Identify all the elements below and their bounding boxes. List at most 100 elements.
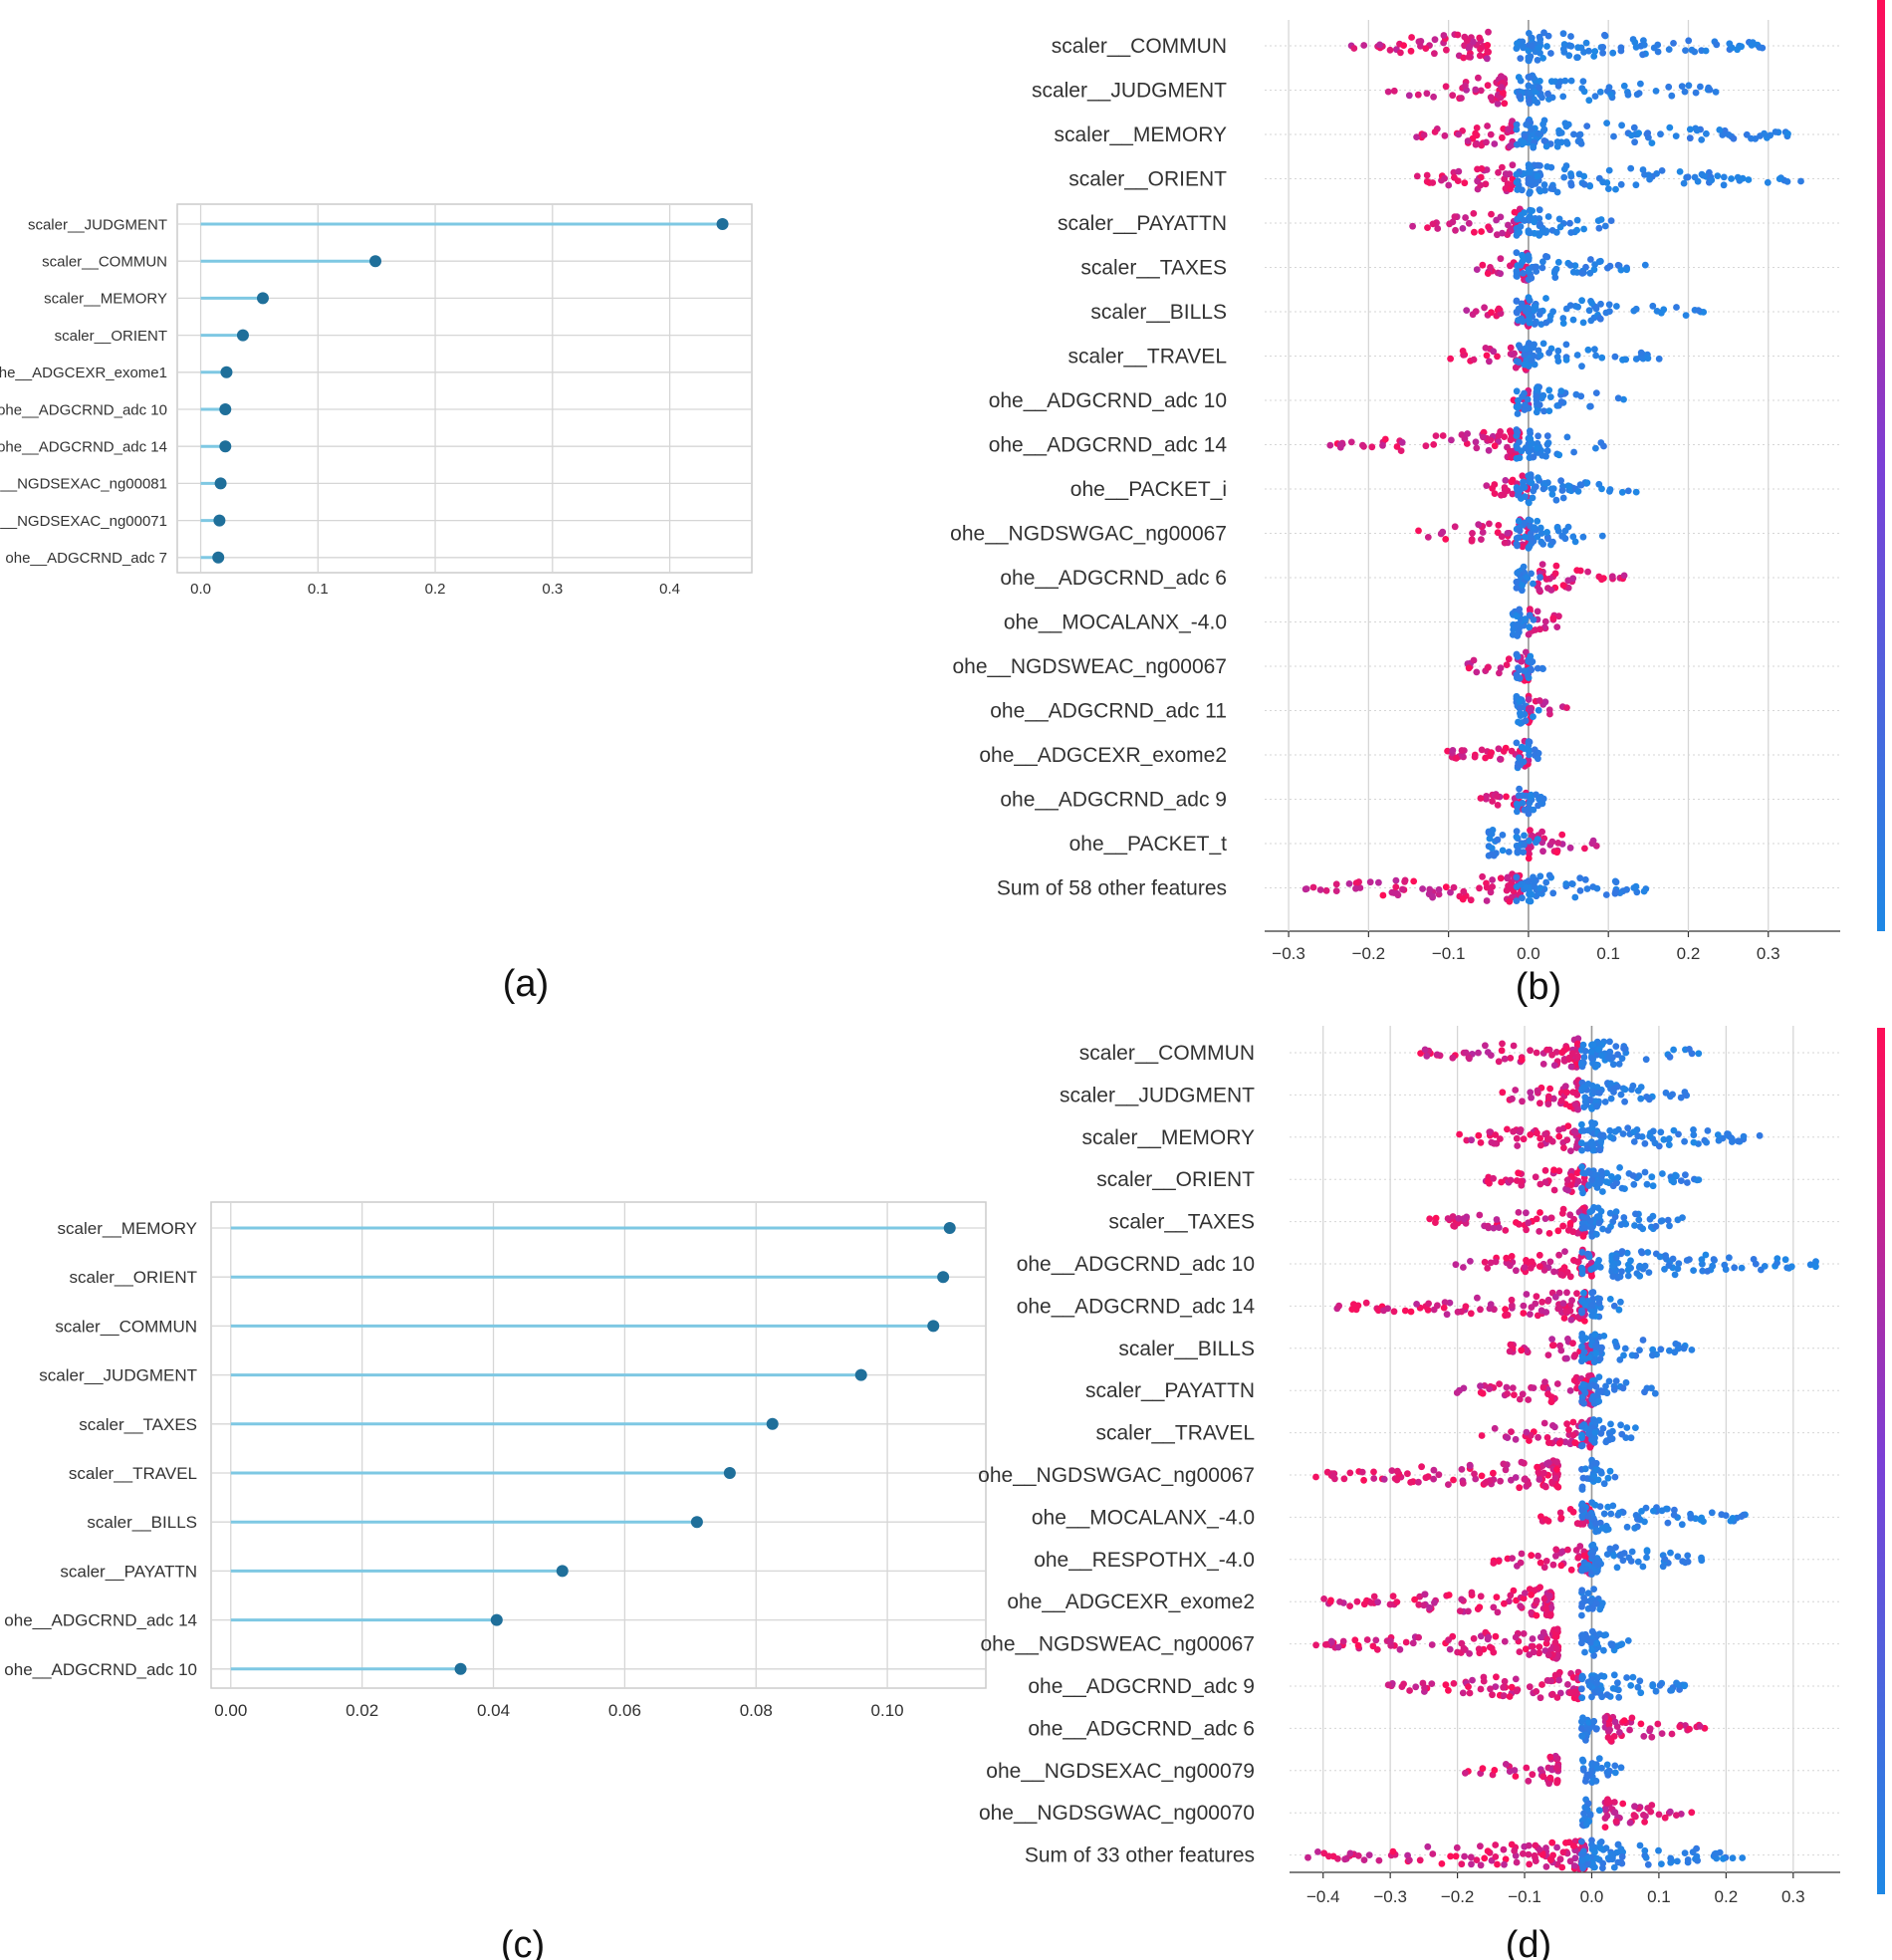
shap-point bbox=[1448, 436, 1455, 444]
shap-point bbox=[1548, 1342, 1556, 1349]
shap-point bbox=[1559, 45, 1567, 53]
shap-point bbox=[1597, 300, 1604, 308]
shap-point bbox=[1545, 1459, 1552, 1466]
shap-point bbox=[1508, 1476, 1515, 1484]
feature-label: ohe__ADGCRND_adc 6 bbox=[1000, 567, 1227, 590]
shap-point bbox=[1494, 793, 1501, 800]
shap-point bbox=[1668, 1730, 1676, 1738]
shap-point bbox=[1534, 1087, 1541, 1095]
shap-point bbox=[1510, 1587, 1518, 1594]
shap-point bbox=[1520, 270, 1527, 277]
shap-point bbox=[1618, 488, 1626, 496]
shap-point bbox=[1578, 1838, 1585, 1845]
shap-point bbox=[1548, 94, 1556, 102]
shap-point bbox=[1621, 1098, 1628, 1105]
shap-point bbox=[1628, 1714, 1636, 1722]
shap-point bbox=[1559, 1848, 1567, 1856]
shap-point bbox=[1479, 261, 1487, 269]
shap-point bbox=[1740, 1132, 1748, 1140]
shap-point bbox=[1529, 439, 1536, 447]
shap-point bbox=[1610, 1552, 1618, 1560]
shap-point bbox=[1588, 840, 1596, 848]
shap-point bbox=[1690, 1138, 1698, 1146]
shap-point bbox=[1584, 568, 1591, 576]
shap-point bbox=[1610, 1671, 1618, 1679]
shap-point bbox=[1542, 142, 1550, 150]
shap-point bbox=[1445, 1481, 1452, 1488]
shap-point bbox=[1473, 123, 1481, 131]
shap-point bbox=[1477, 1842, 1484, 1850]
shap-point bbox=[1526, 98, 1533, 105]
shap-point bbox=[1584, 1800, 1592, 1808]
shap-point bbox=[1611, 1762, 1619, 1770]
shap-point bbox=[1435, 890, 1443, 898]
shap-point bbox=[1598, 354, 1606, 362]
colorbar bbox=[1877, 0, 1885, 931]
shap-point bbox=[1620, 572, 1628, 580]
shap-point bbox=[1514, 762, 1522, 770]
shap-point bbox=[1579, 1041, 1587, 1049]
shap-point bbox=[1603, 1551, 1611, 1558]
shap-point bbox=[1553, 402, 1561, 409]
shap-point bbox=[1604, 1227, 1612, 1234]
shap-point bbox=[1660, 1135, 1668, 1143]
shap-point bbox=[1579, 1299, 1587, 1306]
shap-point bbox=[1580, 49, 1587, 56]
shap-point bbox=[1612, 1544, 1619, 1551]
shap-point bbox=[1516, 1395, 1524, 1403]
shap-point bbox=[1611, 1473, 1619, 1481]
shap-point bbox=[1634, 1132, 1642, 1140]
shap-point bbox=[1544, 1351, 1552, 1358]
shap-point bbox=[1360, 42, 1368, 49]
shap-point bbox=[1594, 1213, 1602, 1221]
shap-point bbox=[1429, 1850, 1437, 1857]
shap-point bbox=[1592, 1418, 1599, 1426]
shap-point bbox=[1596, 315, 1604, 323]
shap-point bbox=[1704, 1127, 1712, 1134]
shap-point bbox=[1389, 1847, 1397, 1855]
x-tick-label: 0.3 bbox=[1757, 944, 1780, 963]
shap-point bbox=[1678, 83, 1686, 90]
shap-point bbox=[1471, 753, 1479, 761]
shap-point bbox=[1443, 46, 1450, 54]
shap-point bbox=[1494, 802, 1502, 809]
shap-point bbox=[1595, 258, 1603, 266]
shap-point bbox=[1462, 82, 1469, 90]
shap-point bbox=[1526, 1437, 1533, 1444]
shap-point bbox=[1607, 1133, 1614, 1141]
shap-point bbox=[1548, 490, 1556, 498]
shap-point bbox=[1544, 1296, 1552, 1304]
shap-point bbox=[1433, 1051, 1441, 1059]
shap-point bbox=[1534, 57, 1541, 64]
shap-point bbox=[1611, 1769, 1619, 1777]
shap-point bbox=[1554, 358, 1562, 365]
shap-point bbox=[1497, 270, 1504, 278]
shap-point bbox=[1599, 49, 1606, 57]
shap-point bbox=[1648, 1802, 1656, 1809]
shap-point bbox=[1513, 612, 1521, 620]
shap-point bbox=[1597, 1838, 1605, 1845]
shap-point bbox=[1531, 882, 1538, 890]
shap-point bbox=[1761, 1263, 1769, 1270]
shap-point bbox=[1516, 785, 1523, 793]
shap-point bbox=[1613, 303, 1620, 310]
shap-point bbox=[1529, 207, 1536, 215]
shap-point bbox=[1562, 138, 1570, 145]
shap-point bbox=[1526, 190, 1534, 197]
shap-point bbox=[1495, 1224, 1503, 1231]
shap-point bbox=[1609, 1061, 1617, 1069]
shap-point bbox=[1578, 1397, 1585, 1405]
shap-point bbox=[1540, 407, 1547, 415]
shap-point bbox=[1657, 130, 1664, 138]
shap-point bbox=[1368, 443, 1376, 451]
shap-point bbox=[1505, 849, 1513, 856]
shap-point bbox=[1430, 93, 1437, 101]
shap-point bbox=[1576, 1543, 1584, 1550]
shap-point bbox=[1643, 1180, 1651, 1188]
shap-point bbox=[1601, 1099, 1609, 1105]
shap-point bbox=[1560, 1144, 1567, 1151]
shap-point bbox=[1482, 180, 1490, 188]
shap-point bbox=[1461, 1215, 1468, 1223]
shap-point bbox=[1593, 1765, 1601, 1772]
shap-point bbox=[1606, 486, 1614, 493]
